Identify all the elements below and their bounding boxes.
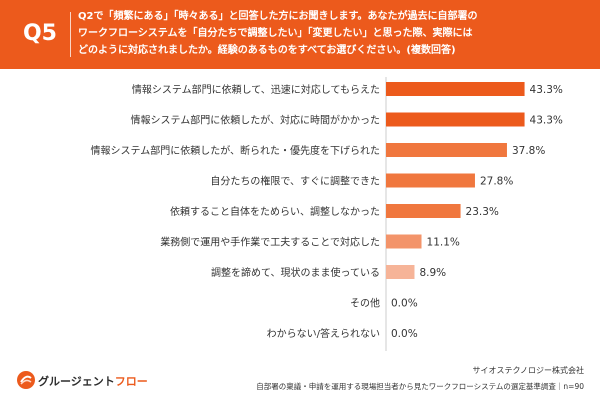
value-label: 8.9% <box>419 267 446 279</box>
brand-logo: グルージェントフロー <box>16 370 156 392</box>
category-label: 依頼すること自体をためらい、調整しなかった <box>170 205 380 218</box>
bar <box>386 234 422 249</box>
category-label: わからない/答えられない <box>267 327 380 340</box>
bar <box>386 82 525 96</box>
company-name: サイオステクノロジー株式会社 <box>472 366 584 375</box>
question-line: どのように対応されましたか。経験のあるものをすべてお選びください。(複数回答) <box>78 45 456 56</box>
category-label: 自分たちの権限で、すぐに調整できた <box>210 175 380 188</box>
brand-logo-prefix: グルージェント <box>38 375 115 388</box>
category-label: その他 <box>350 297 380 310</box>
value-label: 0.0% <box>391 298 418 310</box>
category-label: 調整を諦めて、現状のまま使っている <box>211 266 380 279</box>
value-label: 0.0% <box>391 328 418 340</box>
value-label: 43.3% <box>530 115 563 127</box>
bar <box>386 173 475 188</box>
bar-chart-svg: 情報システム部門に依頼して、迅速に対応してもらえた 43.3% 情報システム部門に依… <box>91 77 563 351</box>
bar-chart: 情報システム部門に依頼して、迅速に対応してもらえた 43.3% 情報システム部門に依… <box>0 69 600 359</box>
bar <box>386 204 461 218</box>
brand-logo-accent: フロー <box>114 375 148 388</box>
value-label: 37.8% <box>512 145 545 157</box>
value-label: 27.8% <box>480 176 513 188</box>
survey-source: 自部署の稟議・申請を運用する現場担当者から見たワークフローシステムの選定基準調査… <box>256 382 584 391</box>
value-label: 23.3% <box>466 206 499 218</box>
bar <box>386 143 507 157</box>
bar <box>386 265 415 279</box>
question-line: ワークフローシステムを「自分たちで調整したい」「変更したい」と思った際、実際には <box>78 28 473 39</box>
question-header: Q5 Q2で「頻繁にある」「時々ある」と回答した方にお聞きします。あなたが過去に… <box>0 0 600 69</box>
category-label: 情報システム部門に依頼して、迅速に対応してもらえた <box>132 83 380 96</box>
value-label: 11.1% <box>427 237 460 249</box>
question-line: Q2で「頻繁にある」「時々ある」と回答した方にお聞きします。あなたが過去に自部署… <box>78 11 478 22</box>
bar <box>386 112 525 127</box>
question-text: Q2で「頻繁にある」「時々ある」と回答した方にお聞きします。あなたが過去に自部署… <box>78 8 594 59</box>
category-label: 情報システム部門に依頼したが、対応に時間がかかった <box>131 114 381 127</box>
category-label: 情報システム部門に依頼したが、断られた・優先度を下げられた <box>91 144 381 157</box>
brand-logo-icon <box>17 371 35 389</box>
header-divider <box>70 12 71 57</box>
brand-logo-text: グルージェントフロー <box>38 373 148 389</box>
category-label: 業務側で運用や手作業で工夫することで対応した <box>160 236 380 249</box>
question-number: Q5 <box>22 21 57 46</box>
value-label: 43.3% <box>530 84 563 96</box>
